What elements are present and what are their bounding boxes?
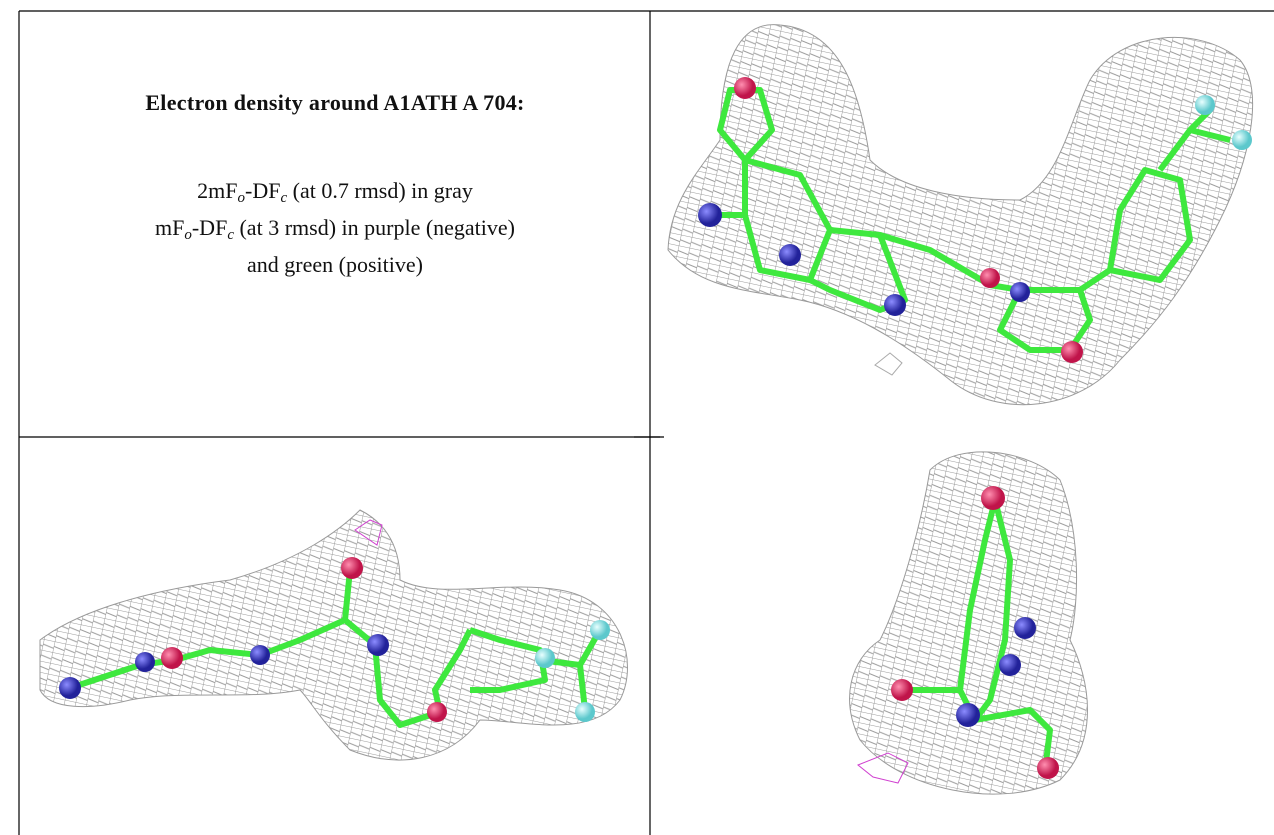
atom: [590, 620, 610, 640]
shape: [974, 707, 1053, 771]
text: and green (positive): [247, 252, 423, 277]
density-view-side: [39, 509, 628, 761]
caption-cell: Electron density around A1ATH A 704: 2mF…: [20, 60, 650, 280]
text: (at 0.7 rmsd) in gray: [287, 178, 473, 203]
shape: [39, 509, 628, 761]
atom: [734, 77, 756, 99]
shape: [1078, 167, 1193, 293]
text: -DF: [245, 178, 281, 203]
atom: [250, 645, 270, 665]
atom: [891, 679, 913, 701]
atom: [367, 634, 389, 656]
atom: [427, 702, 447, 722]
subscript: o: [184, 227, 192, 243]
caption-title: Electron density around A1ATH A 704:: [145, 90, 525, 115]
atom: [1195, 95, 1215, 115]
text: -DF: [191, 215, 228, 240]
shape: [1157, 107, 1231, 172]
text: 2mF: [197, 178, 238, 203]
atom: [956, 703, 980, 727]
atom: [779, 244, 801, 266]
atom: [161, 647, 183, 669]
atom: [1232, 130, 1252, 150]
atom: [999, 654, 1021, 676]
shape: [857, 752, 909, 784]
density-view-end: [849, 451, 1088, 795]
atom: [575, 702, 595, 722]
atom: [341, 557, 363, 579]
density-view-top: [667, 24, 1254, 406]
atom: [535, 648, 555, 668]
atom: [981, 486, 1005, 510]
atom: [698, 203, 722, 227]
subscript: o: [237, 190, 246, 206]
subscript: c: [227, 227, 234, 243]
atom: [980, 268, 1000, 288]
atom: [1014, 617, 1036, 639]
shape: [667, 24, 1254, 406]
shape: [997, 288, 1093, 353]
table-border: [18, 10, 1274, 835]
subscript: c: [280, 190, 288, 206]
caption-line: mFo-DFc (at 3 rmsd) in purple (negative): [20, 213, 650, 250]
shape: [354, 519, 383, 546]
atom: [884, 294, 906, 316]
atom: [1010, 282, 1030, 302]
text: mF: [155, 215, 185, 240]
text: (at 3 rmsd) in purple (negative): [233, 215, 515, 240]
caption-line: and green (positive): [20, 250, 650, 280]
caption-line: 2mFo-DFc (at 0.7 rmsd) in gray: [20, 176, 650, 213]
atom: [1037, 757, 1059, 779]
atom: [59, 677, 81, 699]
atom: [135, 652, 155, 672]
atom: [1061, 341, 1083, 363]
shape: [874, 352, 903, 376]
